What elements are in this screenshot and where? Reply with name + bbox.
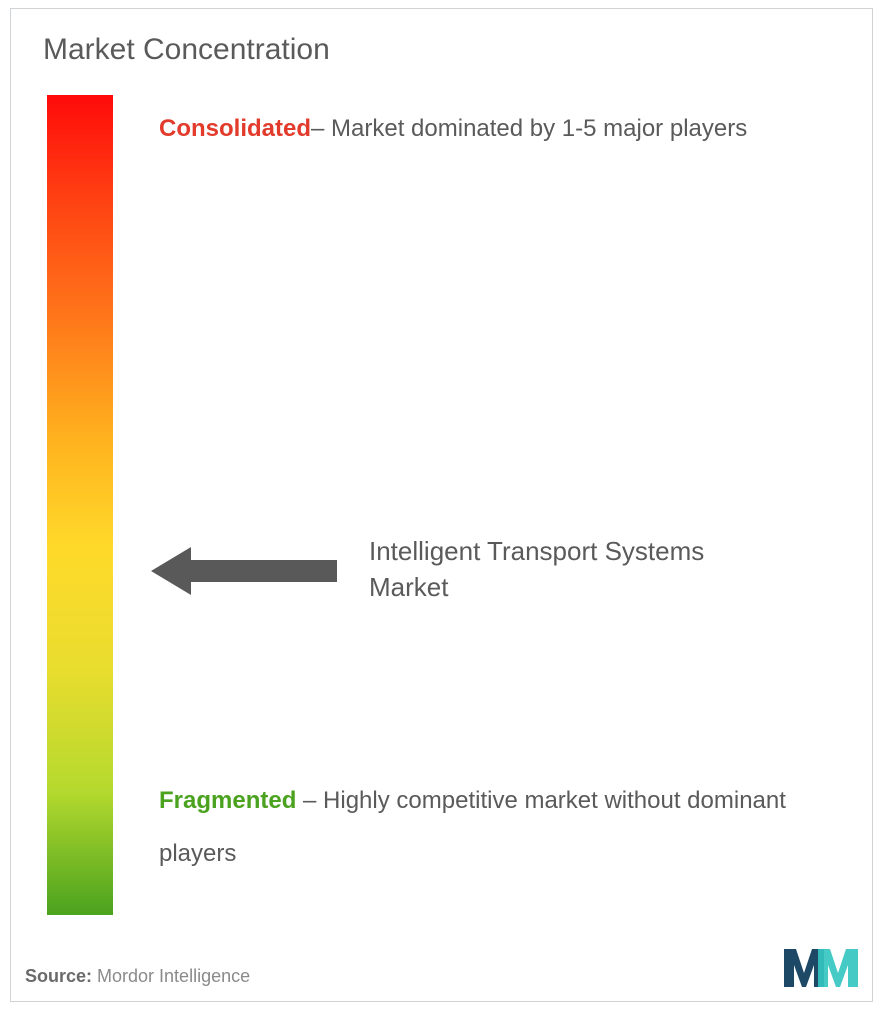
- arrow-icon: [151, 546, 351, 596]
- source-label: Source:: [25, 966, 92, 986]
- marker-label: Intelligent Transport Systems Market: [369, 533, 729, 606]
- arrow-shape: [151, 547, 337, 595]
- gradient-rect: [47, 95, 113, 915]
- mi-logo-icon: [784, 943, 858, 987]
- card-title: Market Concentration: [43, 33, 330, 67]
- concentration-card: Market Concentration Consolidated– Marke…: [10, 8, 873, 1002]
- consolidated-label: Consolidated: [159, 115, 311, 142]
- fragmented-block: Fragmented – Highly competitive market w…: [159, 775, 839, 881]
- consolidated-desc: – Market dominated by 1-5 major players: [311, 115, 747, 142]
- consolidated-block: Consolidated– Market dominated by 1-5 ma…: [159, 103, 839, 156]
- source-row: Source: Mordor Intelligence: [25, 943, 858, 987]
- source-text: Source: Mordor Intelligence: [25, 966, 250, 987]
- gradient-bar: [47, 95, 113, 915]
- marker-arrow: [151, 546, 351, 596]
- fragmented-label: Fragmented: [159, 787, 296, 814]
- source-value: Mordor Intelligence: [92, 966, 250, 986]
